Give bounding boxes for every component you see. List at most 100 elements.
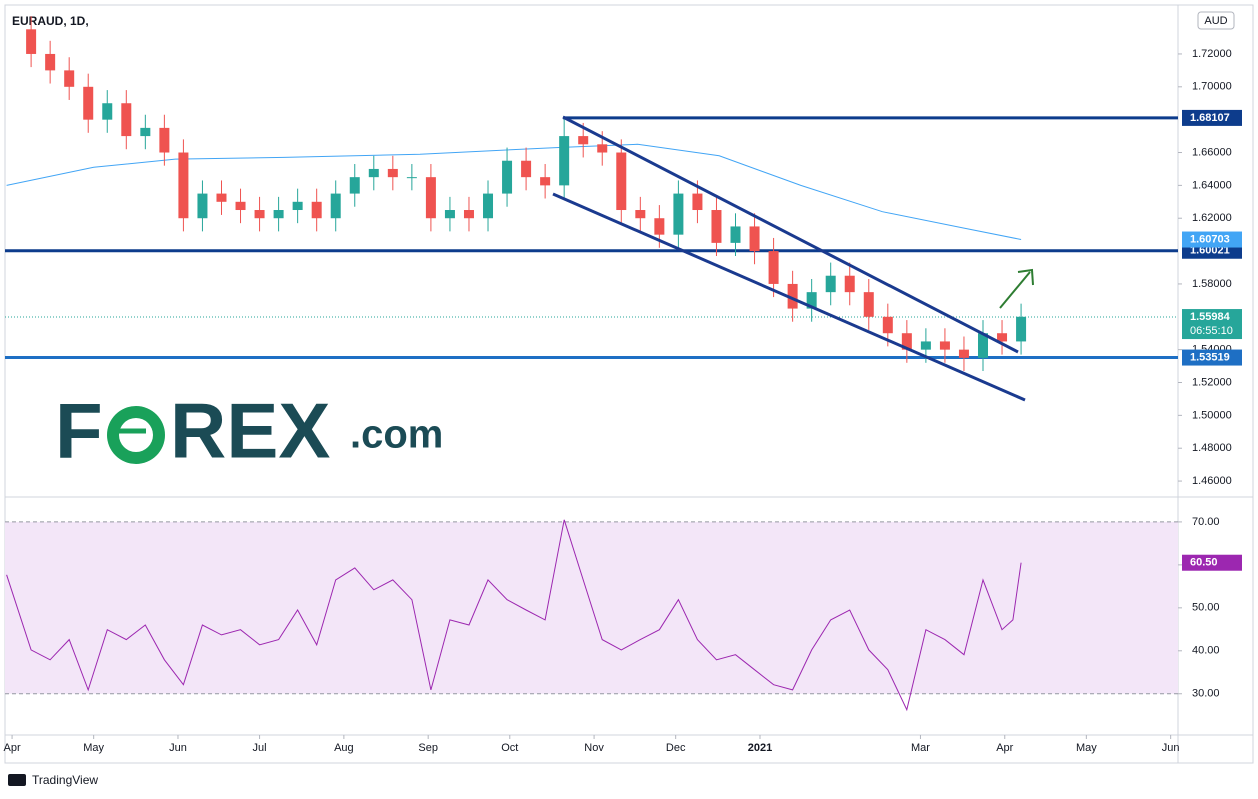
y-tick-label: 1.58000 — [1192, 278, 1232, 290]
rsi-y-tick-label: 50.00 — [1192, 602, 1220, 614]
rsi-last-label: 60.50 — [1190, 557, 1218, 569]
footer-text: TradingView — [32, 773, 98, 787]
candle-body — [444, 210, 455, 219]
candle-body — [83, 86, 94, 120]
rsi-line — [6, 519, 1022, 712]
plot: Apr May Jun Jul Aug Sep Oct Nov Dec 2021 Mar Apr May… — [4, 16, 1242, 754]
level-label: 1.60021 — [1190, 245, 1230, 257]
frame — [4, 4, 1254, 764]
watermark: F REX .com — [55, 387, 443, 475]
moving-average — [6, 143, 1022, 240]
candle-body — [882, 316, 893, 334]
arrow — [999, 271, 1031, 309]
x-tick-label: Nov — [584, 742, 604, 754]
x-tick-label: May — [83, 742, 104, 754]
arrow-head — [1017, 268, 1034, 286]
candle-body — [863, 292, 874, 317]
candle-body — [958, 349, 969, 358]
candle-body — [273, 210, 284, 219]
rsi-last-label-box — [1182, 554, 1242, 571]
rsi-y-tick-label: 70.00 — [1192, 516, 1220, 528]
candle-body — [825, 275, 836, 293]
rsi-band — [5, 521, 1178, 694]
candle-body — [502, 160, 513, 194]
level-label: 1.53519 — [1190, 351, 1230, 363]
rsi-y-tick-label: 40.00 — [1192, 645, 1220, 657]
candle-body — [920, 341, 931, 350]
candle-body — [178, 152, 189, 219]
x-tick-label: May — [1076, 742, 1097, 754]
x-tick-label: Jun — [169, 742, 187, 754]
candle-body — [616, 152, 627, 211]
y-tick-label: 1.52000 — [1192, 376, 1232, 388]
level-label-box — [1182, 109, 1242, 126]
candle-body — [463, 210, 474, 219]
candle-body — [216, 193, 227, 202]
candle-body — [787, 283, 798, 309]
candle-body — [635, 210, 646, 219]
candle-body — [197, 193, 208, 219]
candle-body — [711, 210, 722, 243]
candle-body — [292, 201, 303, 211]
y-tick-label: 1.62000 — [1192, 212, 1232, 224]
channel-lower — [552, 192, 1026, 402]
level-label-box — [1182, 349, 1242, 366]
candle-body — [254, 210, 265, 219]
candle-body — [692, 193, 703, 211]
last-price-label-box — [1182, 309, 1242, 340]
x-tick-label: Mar — [911, 742, 930, 754]
x-tick-label: Dec — [666, 742, 686, 754]
y-tick-label: 1.46000 — [1192, 475, 1232, 487]
y-tick-label: 1.66000 — [1192, 146, 1232, 158]
candle-body — [939, 341, 950, 350]
candle-body — [749, 226, 760, 252]
candle-body — [140, 127, 151, 137]
last-price-label: 1.55984 — [1190, 311, 1231, 323]
countdown: 06:55:10 — [1190, 325, 1233, 337]
x-tick-label: Apr — [4, 742, 21, 754]
candle-body — [654, 218, 665, 235]
y-tick-label: 1.48000 — [1192, 442, 1232, 454]
candle-body — [64, 70, 75, 87]
candle-body — [578, 136, 589, 145]
x-tick-label: Aug — [334, 742, 354, 754]
candle-body — [1016, 316, 1027, 342]
chart-title: EURAUD, 1D, — [12, 14, 89, 28]
candle-body — [977, 333, 988, 358]
candle-body — [159, 127, 170, 153]
y-tick-label: 1.50000 — [1192, 409, 1232, 421]
watermark-rex: REX — [170, 387, 330, 475]
rsi-y-tick-label: 30.00 — [1192, 688, 1220, 700]
candle-body — [235, 201, 246, 211]
candle-body — [997, 333, 1008, 342]
candle-body — [26, 29, 37, 54]
currency-box — [1197, 11, 1235, 30]
candle-body — [730, 226, 741, 243]
candle-body — [368, 168, 379, 178]
candle-body — [121, 103, 132, 137]
x-tick-label: Jul — [253, 742, 267, 754]
drawings — [552, 115, 1034, 402]
watermark-f: F — [55, 387, 103, 475]
candle-body — [349, 177, 360, 194]
candle-body — [673, 193, 684, 235]
candle-body — [844, 275, 855, 293]
candle-body — [768, 251, 779, 284]
x-tick-label: Apr — [996, 742, 1013, 754]
ma-label-box — [1182, 231, 1242, 248]
candle-body — [483, 193, 494, 219]
footer: TradingView — [8, 773, 98, 787]
candle-body — [387, 168, 398, 178]
candle-body — [330, 193, 341, 219]
level-label: 1.68107 — [1190, 112, 1230, 124]
x-tick-label: Jun — [1162, 742, 1180, 754]
candle-body — [540, 177, 551, 186]
candle-body — [311, 201, 322, 219]
x-tick-label: Oct — [501, 742, 518, 754]
channel-upper — [562, 115, 1019, 354]
watermark-coin-inner — [119, 418, 153, 452]
candle-body — [425, 177, 436, 219]
candle-body — [521, 160, 532, 178]
y-tick-label: 1.72000 — [1192, 48, 1232, 60]
